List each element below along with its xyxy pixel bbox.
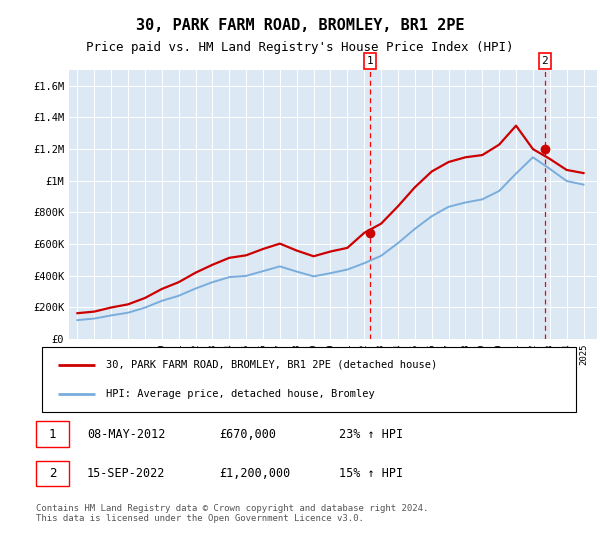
Text: HPI: Average price, detached house, Bromley: HPI: Average price, detached house, Brom…	[106, 389, 375, 399]
Text: 08-MAY-2012: 08-MAY-2012	[87, 427, 166, 441]
Text: £670,000: £670,000	[219, 427, 276, 441]
Text: Price paid vs. HM Land Registry's House Price Index (HPI): Price paid vs. HM Land Registry's House …	[86, 41, 514, 54]
Text: 30, PARK FARM ROAD, BROMLEY, BR1 2PE (detached house): 30, PARK FARM ROAD, BROMLEY, BR1 2PE (de…	[106, 360, 437, 370]
Text: Contains HM Land Registry data © Crown copyright and database right 2024.
This d: Contains HM Land Registry data © Crown c…	[36, 504, 428, 524]
Text: 1: 1	[49, 427, 56, 441]
FancyBboxPatch shape	[42, 347, 576, 412]
Text: 1: 1	[367, 56, 373, 66]
Text: 2: 2	[541, 56, 548, 66]
Text: 30, PARK FARM ROAD, BROMLEY, BR1 2PE: 30, PARK FARM ROAD, BROMLEY, BR1 2PE	[136, 18, 464, 32]
Text: 23% ↑ HPI: 23% ↑ HPI	[339, 427, 403, 441]
Text: 2: 2	[49, 466, 56, 480]
Text: £1,200,000: £1,200,000	[219, 466, 290, 480]
Text: 15% ↑ HPI: 15% ↑ HPI	[339, 466, 403, 480]
Text: 15-SEP-2022: 15-SEP-2022	[87, 466, 166, 480]
